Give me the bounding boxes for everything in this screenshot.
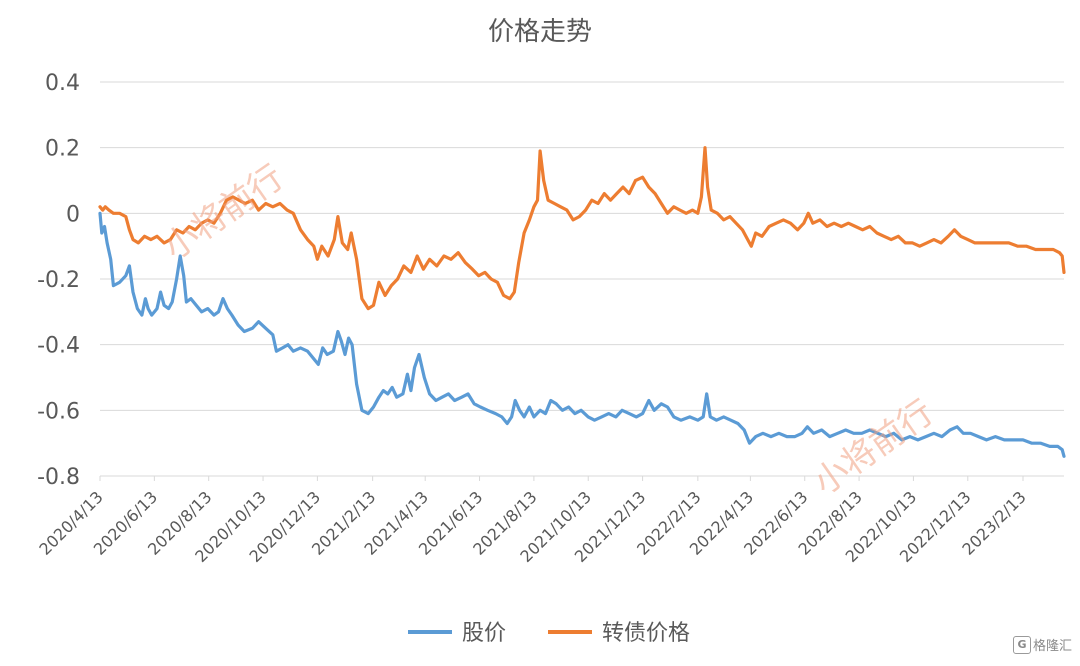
series-line-1	[98, 211, 1066, 458]
y-axis-tick-labels: 0.4 0.2 0 -0.2 -0.4 -0.6 -0.8	[37, 71, 80, 490]
y-tick-label: -0.2	[37, 268, 80, 293]
legend-label: 股价	[462, 621, 506, 646]
legend-label: 转债价格	[602, 621, 690, 646]
x-axis-tick-labels: 2020/4/132020/6/132020/8/132020/10/13202…	[35, 476, 1030, 566]
series-lines	[98, 146, 1066, 458]
chart-title: 价格走势	[488, 17, 592, 47]
y-tick-label: 0.4	[45, 71, 80, 96]
brand-logo: G 格隆汇	[1012, 635, 1072, 654]
g-box-icon: G	[1012, 635, 1031, 654]
y-tick-label: -0.6	[37, 399, 80, 424]
y-tick-label: -0.8	[37, 465, 80, 490]
y-tick-label: -0.4	[37, 334, 80, 359]
series-line-2	[98, 146, 1066, 311]
brand-text: 格隆汇	[1032, 639, 1072, 654]
legend: 股价 转债价格	[408, 621, 690, 646]
y-tick-label: 0	[66, 202, 80, 227]
y-tick-label: 0.2	[45, 137, 80, 162]
